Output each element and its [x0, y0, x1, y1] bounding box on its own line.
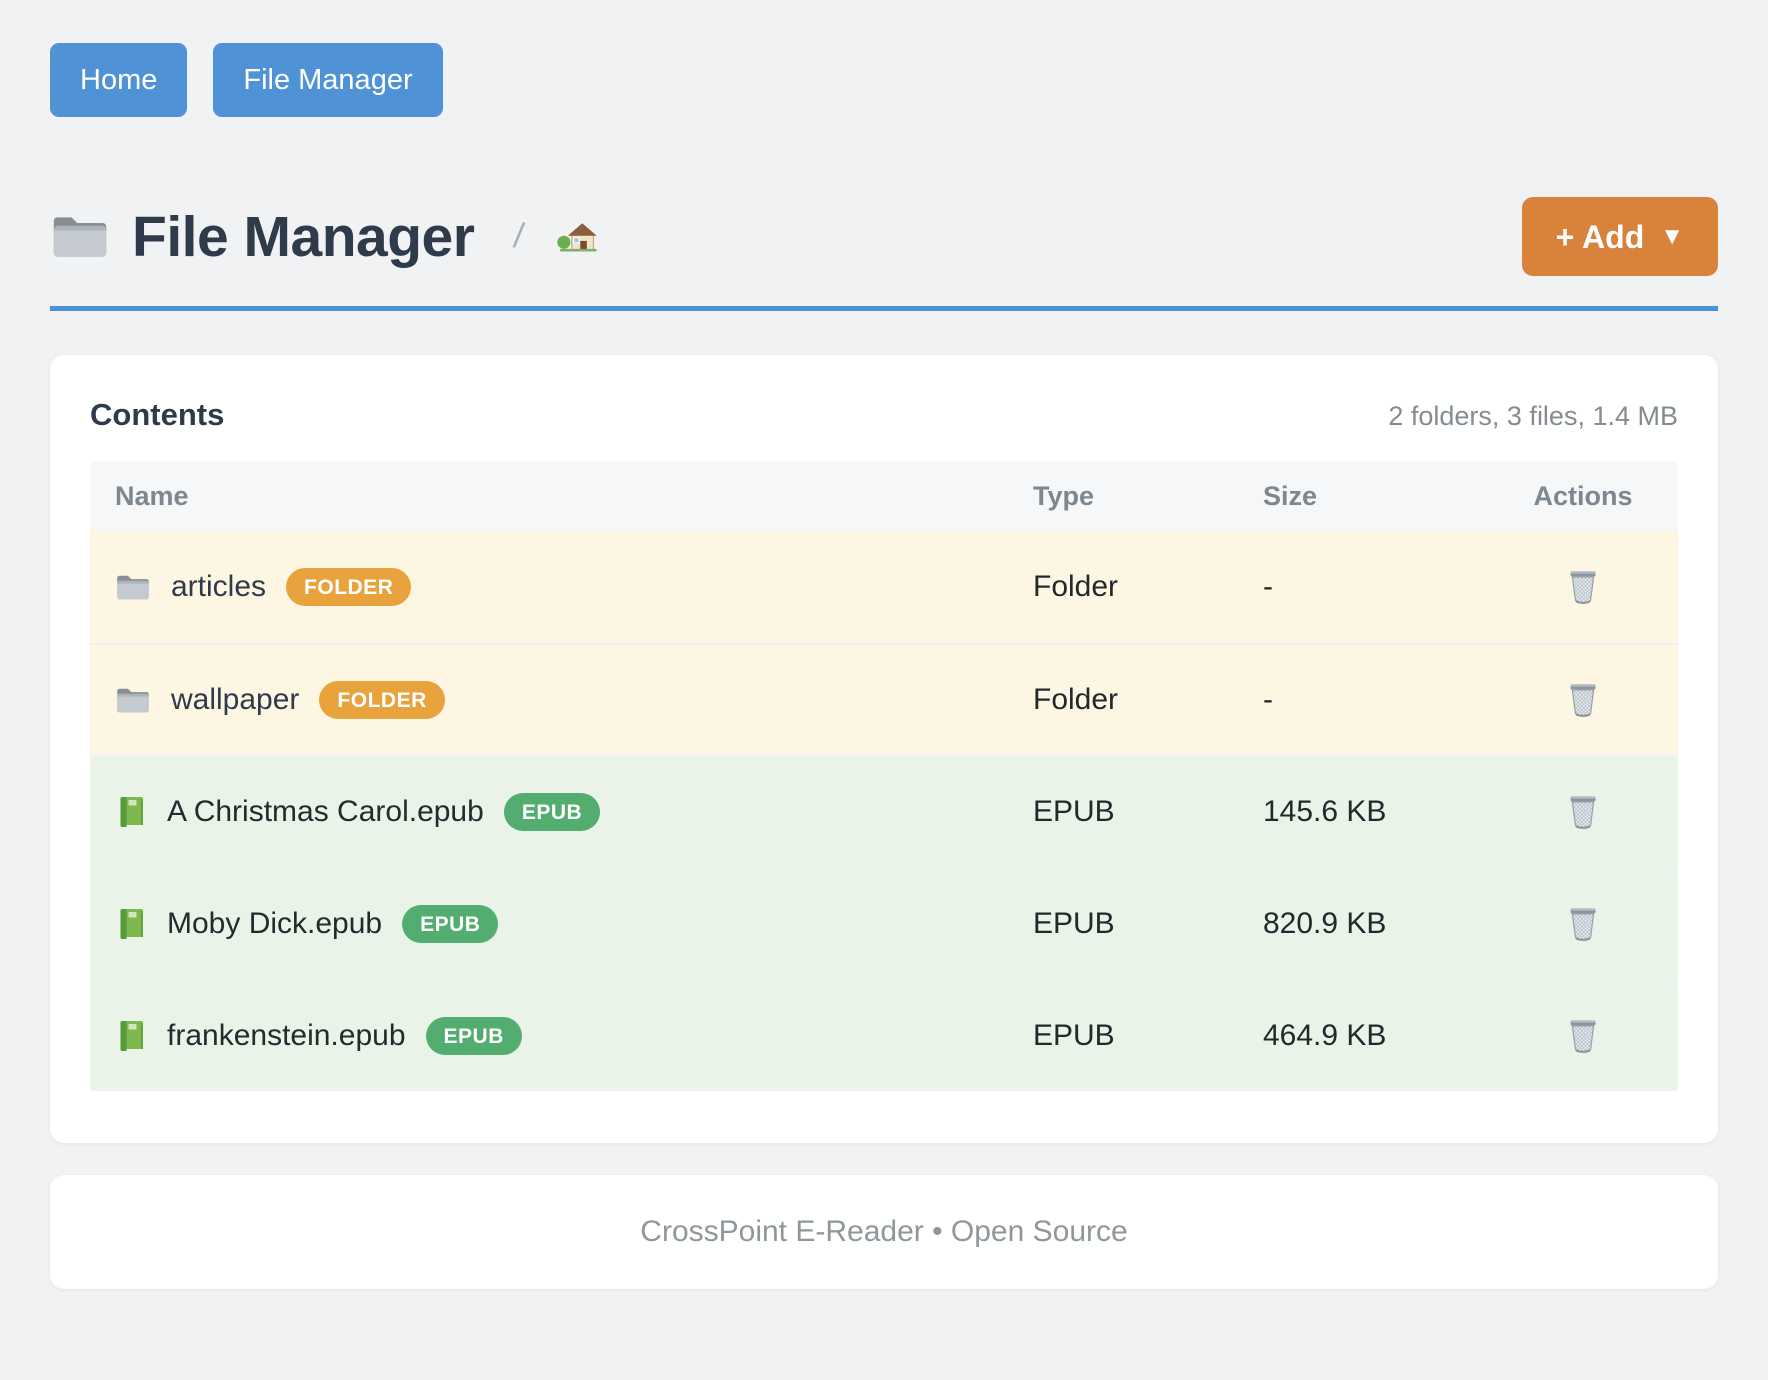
footer-text: CrossPoint E-Reader • Open Source	[640, 1215, 1128, 1248]
wastebasket-icon	[1569, 907, 1597, 942]
folder-icon	[53, 216, 107, 257]
chevron-down-icon: ▼	[1660, 222, 1684, 250]
table-row: A Christmas Carol.epub EPUB EPUB 145.6 K…	[90, 755, 1678, 867]
size-cell: -	[1263, 683, 1273, 716]
column-header-name: Name	[115, 480, 189, 511]
type-cell: EPUB	[1033, 907, 1115, 940]
delete-button[interactable]	[1559, 896, 1607, 952]
folder-badge: FOLDER	[319, 681, 445, 719]
table-row: Moby Dick.epub EPUB EPUB 820.9 KB	[90, 867, 1678, 979]
table-header-row: Name Type Size Actions	[90, 461, 1678, 531]
delete-button[interactable]	[1559, 559, 1607, 615]
add-button-label: + Add	[1555, 218, 1645, 255]
folder-icon	[117, 575, 149, 599]
wastebasket-icon	[1569, 570, 1597, 605]
contents-summary: 2 folders, 3 files, 1.4 MB	[1388, 401, 1678, 431]
book-icon	[120, 1021, 143, 1051]
title-group: File Manager /	[50, 204, 598, 270]
footer-card: CrossPoint E-Reader • Open Source	[50, 1175, 1718, 1289]
file-manager-button[interactable]: File Manager	[213, 43, 443, 117]
delete-button[interactable]	[1559, 784, 1607, 840]
size-cell: 820.9 KB	[1263, 907, 1387, 940]
header-divider	[50, 306, 1718, 311]
table-row: wallpaper FOLDER Folder -	[90, 643, 1678, 755]
file-name: Moby Dick.epub	[167, 907, 383, 940]
top-navigation: Home File Manager	[50, 43, 1718, 117]
table-row: frankenstein.epub EPUB EPUB 464.9 KB	[90, 979, 1678, 1091]
size-cell: 464.9 KB	[1263, 1019, 1387, 1052]
breadcrumb-separator: /	[511, 217, 527, 255]
size-cell: 145.6 KB	[1263, 795, 1387, 828]
file-table: Name Type Size Actions articles FOLDER F…	[90, 461, 1678, 1091]
wastebasket-icon	[1569, 683, 1597, 718]
book-icon	[120, 797, 143, 827]
epub-badge: EPUB	[425, 1017, 522, 1055]
page-title: File Manager	[132, 204, 475, 269]
type-cell: EPUB	[1033, 1019, 1115, 1052]
column-header-size: Size	[1263, 480, 1318, 511]
contents-heading: Contents	[90, 397, 225, 432]
house-icon[interactable]	[556, 216, 598, 258]
table-row: articles FOLDER Folder -	[90, 531, 1678, 643]
delete-button[interactable]	[1559, 1008, 1607, 1064]
contents-card: Contents 2 folders, 3 files, 1.4 MB Name…	[50, 355, 1718, 1143]
file-name: frankenstein.epub	[167, 1019, 406, 1052]
epub-badge: EPUB	[503, 793, 601, 831]
folder-icon	[117, 688, 149, 712]
wastebasket-icon	[1569, 795, 1597, 830]
folder-name-link[interactable]: wallpaper	[171, 683, 300, 716]
home-button[interactable]: Home	[50, 43, 188, 117]
folder-name-link[interactable]: articles	[171, 570, 267, 603]
file-name: A Christmas Carol.epub	[167, 795, 484, 828]
size-cell: -	[1263, 570, 1273, 603]
book-icon	[120, 909, 143, 939]
column-header-type: Type	[1033, 480, 1095, 511]
type-cell: Folder	[1033, 683, 1119, 716]
type-cell: Folder	[1033, 570, 1119, 603]
page-header: File Manager / + Add ▼	[50, 197, 1718, 276]
column-header-actions: Actions	[1533, 480, 1633, 511]
add-button[interactable]: + Add ▼	[1521, 197, 1718, 276]
epub-badge: EPUB	[402, 905, 499, 943]
folder-badge: FOLDER	[286, 568, 412, 606]
delete-button[interactable]	[1559, 672, 1607, 728]
wastebasket-icon	[1569, 1019, 1597, 1054]
type-cell: EPUB	[1033, 795, 1115, 828]
